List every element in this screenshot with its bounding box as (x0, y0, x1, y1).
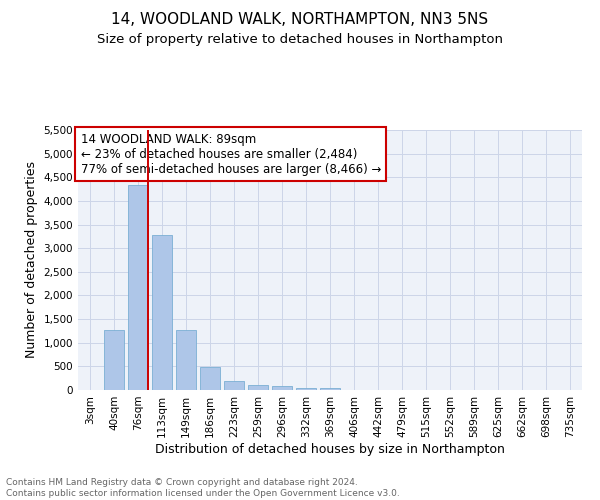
Bar (272, 386, 292, 390)
Bar (320, 388, 340, 390)
Bar (296, 388, 316, 390)
Bar (176, 330, 196, 390)
Text: Size of property relative to detached houses in Northampton: Size of property relative to detached ho… (97, 32, 503, 46)
Bar (200, 368, 220, 390)
Text: Contains HM Land Registry data © Crown copyright and database right 2024.
Contai: Contains HM Land Registry data © Crown c… (6, 478, 400, 498)
X-axis label: Distribution of detached houses by size in Northampton: Distribution of detached houses by size … (155, 442, 505, 456)
Bar (224, 380, 244, 390)
Bar (152, 235, 172, 390)
Bar (248, 386, 268, 390)
Bar (104, 330, 124, 390)
Bar (128, 186, 148, 390)
Y-axis label: Number of detached properties: Number of detached properties (25, 162, 38, 358)
Text: 14, WOODLAND WALK, NORTHAMPTON, NN3 5NS: 14, WOODLAND WALK, NORTHAMPTON, NN3 5NS (112, 12, 488, 28)
Text: 14 WOODLAND WALK: 89sqm
← 23% of detached houses are smaller (2,484)
77% of semi: 14 WOODLAND WALK: 89sqm ← 23% of detache… (80, 132, 381, 176)
